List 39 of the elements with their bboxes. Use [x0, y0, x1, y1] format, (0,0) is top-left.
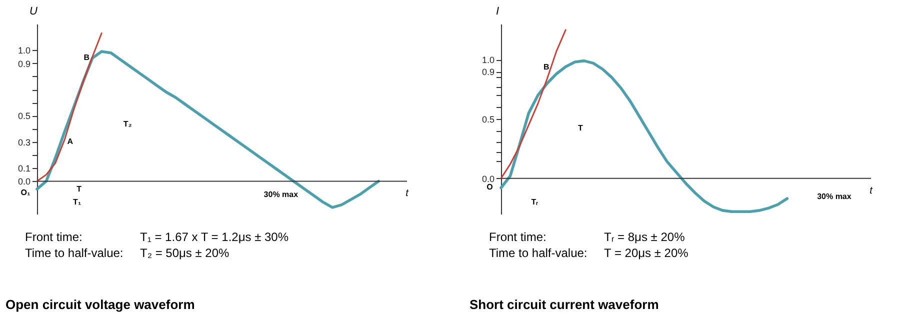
- annotation: B: [543, 62, 550, 72]
- text: Tᵣ = 8μs ± 20%: [604, 230, 686, 244]
- x-axis-title: t: [870, 185, 874, 196]
- text: Time to half-value:: [25, 246, 124, 260]
- annotation: Tᵣ: [531, 198, 538, 207]
- y-tick-label: 0.5: [18, 111, 30, 122]
- annotation: T: [76, 184, 82, 194]
- y-tick-label: 1.0: [18, 46, 30, 56]
- y-tick-label: 0.3: [18, 137, 30, 148]
- annotation: T₁: [73, 198, 82, 207]
- y-tick-label: 0.9: [482, 67, 494, 77]
- text: Front time:: [25, 230, 82, 244]
- line-series: [36, 32, 102, 182]
- text: Time to half-value:: [489, 246, 588, 260]
- annotation: T: [578, 124, 584, 132]
- y-tick-label: 1.0: [482, 55, 494, 66]
- text: Open circuit voltage waveform: [5, 297, 195, 312]
- text: T₁ = 1.67 x T = 1.2μs ± 30%: [140, 230, 289, 244]
- y-axis-title: U: [30, 6, 38, 18]
- line-series: [500, 29, 566, 180]
- annotation: 30% max: [264, 190, 299, 199]
- annotation: T₂: [123, 120, 132, 129]
- y-tick-label: 0.9: [18, 58, 30, 69]
- annotation: B: [84, 53, 90, 62]
- y-axis-title: I: [496, 6, 500, 18]
- text: O: [486, 182, 493, 192]
- y-tick-label: 0.0: [482, 174, 494, 184]
- x-axis-title: t: [406, 188, 410, 200]
- line-series: [500, 59, 789, 214]
- text: T = 20μs ± 20%: [604, 246, 689, 260]
- text: O₁: [20, 188, 32, 198]
- annotation: A: [67, 136, 74, 146]
- text: Short circuit current waveform: [469, 297, 659, 312]
- annotation: 30% max: [817, 192, 852, 201]
- y-tick-label: 0.0: [18, 176, 30, 187]
- y-tick-label: 0.5: [482, 114, 494, 124]
- y-tick-label: 0.1: [18, 164, 30, 174]
- text: Front time:: [489, 230, 546, 244]
- text: T₂ = 50μs ± 20%: [140, 246, 230, 260]
